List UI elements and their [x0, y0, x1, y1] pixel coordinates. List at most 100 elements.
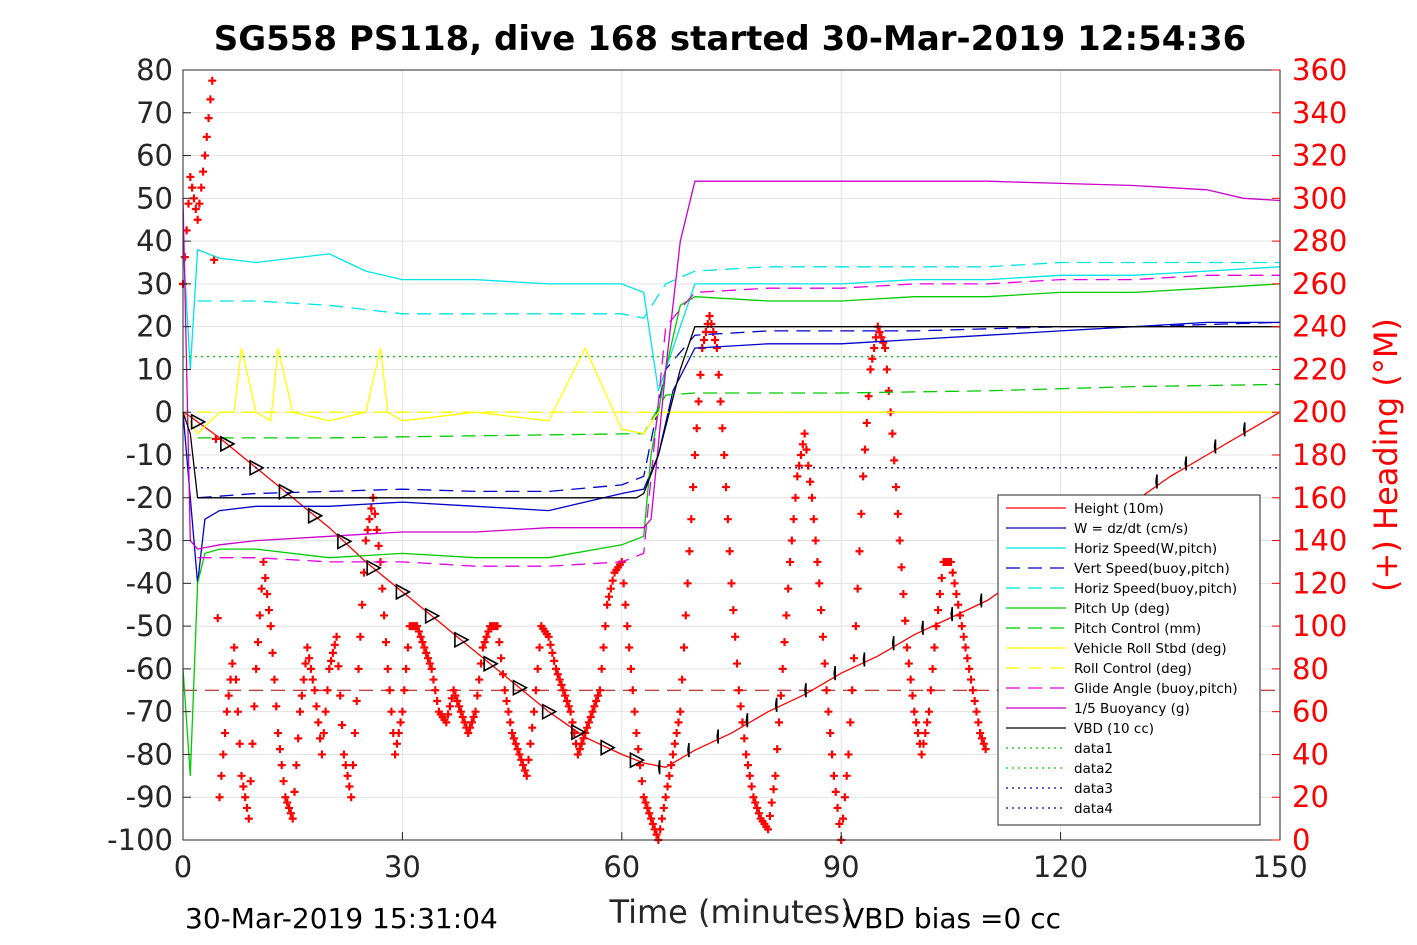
- heading-point: [530, 707, 539, 716]
- heading-point: [500, 686, 509, 695]
- heading-point: [215, 793, 224, 802]
- heading-point: [219, 750, 228, 759]
- heading-point: [575, 745, 584, 754]
- heading-point: [954, 600, 963, 609]
- heading-point: [712, 344, 721, 353]
- heading-point: [588, 707, 597, 716]
- heading-point: [828, 750, 837, 759]
- heading-point: [562, 696, 571, 705]
- heading-point: [687, 515, 696, 524]
- heading-point: [323, 686, 332, 695]
- y-tick-label: 20: [136, 310, 173, 344]
- heading-point: [515, 750, 524, 759]
- y-right-tick-label: 120: [1292, 566, 1347, 600]
- legend-label: Pitch Up (deg): [1074, 601, 1170, 617]
- heading-point: [211, 434, 220, 443]
- heading-point: [658, 814, 667, 823]
- legend-label: Horiz Speed(W,pitch): [1074, 541, 1217, 557]
- heading-point: [495, 638, 504, 647]
- heading-point: [701, 328, 710, 337]
- heading-point: [321, 707, 330, 716]
- heading-point: [595, 686, 604, 695]
- heading-point: [444, 710, 453, 719]
- heading-point: [937, 573, 946, 582]
- heading-point: [550, 656, 559, 665]
- heading-point: [881, 344, 890, 353]
- heading-point: [191, 205, 200, 214]
- height-marker: [278, 483, 295, 501]
- y-tick-label: -20: [126, 481, 173, 515]
- heading-point: [328, 648, 337, 657]
- heading-point: [605, 592, 614, 601]
- y-tick-label: 40: [136, 224, 173, 258]
- heading-point: [775, 718, 784, 727]
- heading-point: [526, 739, 535, 748]
- heading-point: [294, 734, 303, 743]
- heading-point: [361, 536, 370, 545]
- heading-point: [753, 803, 762, 812]
- heading-point: [716, 397, 725, 406]
- y-tick-label: 30: [136, 267, 173, 301]
- heading-point: [338, 721, 347, 730]
- heading-point: [903, 643, 912, 652]
- heading-point: [619, 579, 628, 588]
- series-pitch-control-mm-: [197, 383, 1281, 439]
- height-marker: [716, 729, 719, 744]
- heading-point: [544, 632, 553, 641]
- heading-point: [692, 424, 701, 433]
- heading-point: [200, 151, 209, 160]
- height-marker: [1184, 456, 1188, 471]
- heading-point: [809, 515, 818, 524]
- heading-point: [259, 557, 268, 566]
- heading-point: [425, 659, 434, 668]
- y-tick-label: -100: [107, 823, 173, 857]
- heading-point: [972, 707, 981, 716]
- heading-point: [738, 718, 747, 727]
- heading-point: [281, 793, 290, 802]
- heading-point: [769, 785, 778, 794]
- heading-point: [528, 723, 537, 732]
- heading-point: [714, 370, 723, 379]
- heading-point: [720, 451, 729, 459]
- heading-point: [317, 750, 326, 759]
- heading-point: [467, 718, 476, 727]
- heading-point: [242, 803, 251, 812]
- heading-point: [237, 771, 246, 780]
- heading-point: [255, 611, 264, 620]
- heading-point: [235, 739, 244, 748]
- heading-point: [396, 718, 405, 727]
- heading-point: [327, 656, 336, 665]
- heading-point: [250, 702, 259, 711]
- heading-point: [859, 472, 868, 481]
- heading-point: [497, 654, 506, 663]
- heading-point: [343, 771, 352, 780]
- heading-point: [277, 761, 286, 770]
- heading-point: [676, 707, 685, 716]
- heading-point: [306, 664, 315, 673]
- heading-point: [263, 590, 272, 599]
- y-right-tick-label: 200: [1292, 395, 1347, 429]
- heading-point: [221, 729, 230, 738]
- y-right-tick-label: 280: [1292, 224, 1347, 258]
- heading-point: [923, 718, 932, 727]
- heading-point: [478, 643, 487, 652]
- heading-point: [848, 686, 857, 695]
- heading-point: [661, 793, 670, 802]
- heading-point: [771, 771, 780, 780]
- heading-point: [829, 771, 838, 780]
- heading-point: [685, 547, 694, 556]
- heading-point: [606, 584, 615, 593]
- heading-point: [893, 509, 902, 518]
- y-tick-label: -40: [126, 566, 173, 600]
- x-tick-label: 30: [384, 850, 421, 884]
- heading-point: [246, 777, 255, 786]
- heading-point: [866, 365, 875, 374]
- heading-point: [824, 707, 833, 716]
- heading-point: [648, 819, 657, 828]
- heading-point: [740, 734, 749, 743]
- heading-point: [822, 686, 831, 695]
- heading-point: [517, 755, 526, 764]
- heading-point: [711, 336, 720, 345]
- heading-point: [879, 338, 888, 347]
